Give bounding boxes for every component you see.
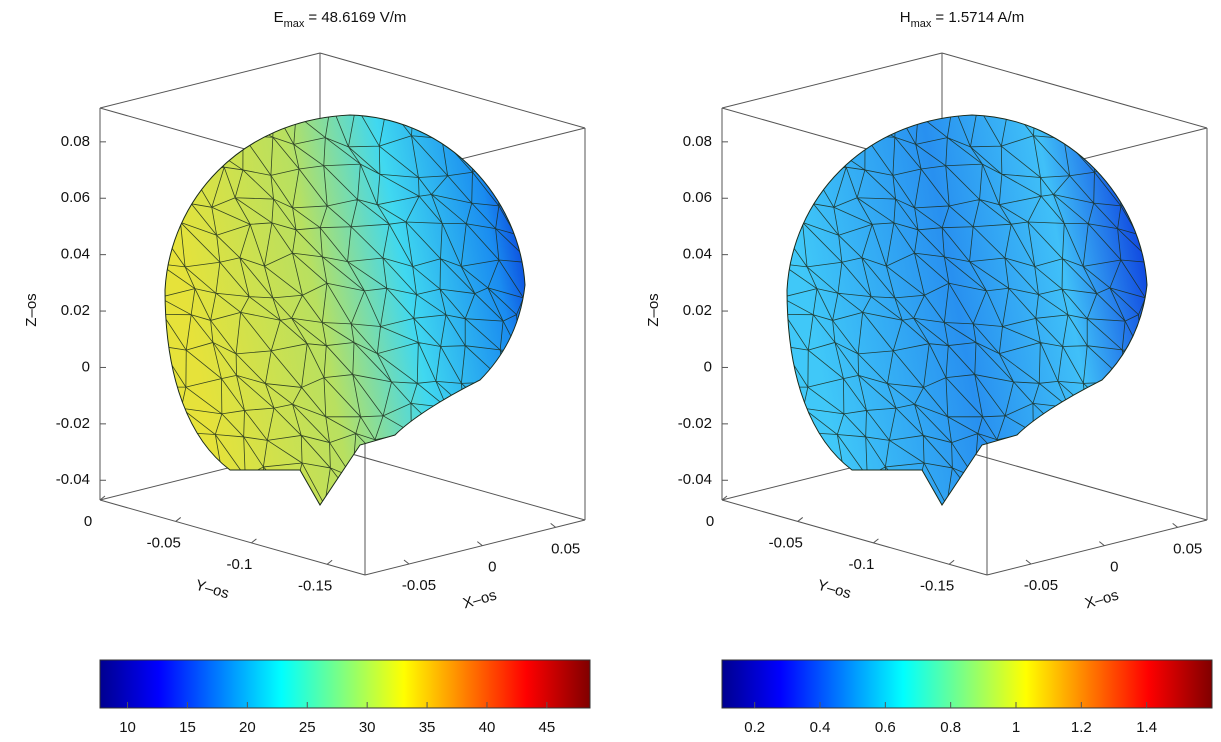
- x-tick-label: 0: [488, 559, 496, 576]
- colorbar-tick-label: 15: [179, 719, 196, 736]
- brain-surface: [152, 103, 532, 507]
- x-tick-label: -0.05: [402, 577, 436, 594]
- chart-title: Hmax= 1.5714 A/m: [900, 9, 1024, 30]
- x-axis-label: X–os: [461, 587, 499, 613]
- z-tick-label: -0.02: [678, 415, 712, 432]
- y-tick: [251, 539, 256, 543]
- box-edge: [722, 53, 942, 108]
- figure: 0.08 0.06 0.04 0.02 0 -0.02 -0.04 0 -0.05 -0.1 -0.…: [0, 0, 1221, 742]
- colorbar-tick-label: 1.2: [1071, 719, 1092, 736]
- x-tick: [551, 523, 556, 527]
- box-edge: [320, 445, 585, 520]
- y-axis-label: Y–os: [193, 577, 231, 603]
- y-tick: [873, 539, 878, 543]
- z-tick-label: 0.08: [683, 133, 712, 150]
- z-tick-label: 0: [704, 358, 712, 375]
- colorbar: [100, 660, 590, 708]
- y-tick-label: -0.15: [298, 577, 332, 594]
- z-tick-label: -0.04: [56, 471, 90, 488]
- x-axis-label: X–os: [1083, 587, 1121, 613]
- x-tick-label: 0.05: [551, 540, 580, 557]
- y-tick-label: -0.1: [848, 556, 874, 573]
- z-tick-label: 0.06: [61, 189, 90, 206]
- colorbar-tick-label: 0.2: [744, 719, 765, 736]
- x-tick-label: 0.05: [1173, 540, 1202, 557]
- colorbar-tick-label: 40: [479, 719, 496, 736]
- z-axis-label: Z–os: [645, 293, 662, 326]
- y-tick-label: 0: [706, 513, 714, 530]
- box-edge: [100, 53, 320, 108]
- x-tick-label: 0: [1110, 559, 1118, 576]
- y-tick: [949, 560, 954, 564]
- x-tick-label: -0.05: [1024, 577, 1058, 594]
- panel: 0.08 0.06 0.04 0.02 0 -0.02 -0.04 0 -0.05 -0.1 -0.…: [645, 9, 1212, 736]
- colorbar-tick-label: 30: [359, 719, 376, 736]
- box-edge: [942, 445, 1207, 520]
- colorbar-tick-label: 1.4: [1136, 719, 1157, 736]
- y-tick-label: -0.05: [769, 534, 803, 551]
- y-tick-label: -0.15: [920, 577, 954, 594]
- title-symbol: E: [274, 9, 284, 26]
- z-tick-label: -0.04: [678, 471, 712, 488]
- colorbar-tick-label: 10: [119, 719, 136, 736]
- title-subscript: max: [911, 18, 932, 30]
- colorbar-tick-label: 1: [1012, 719, 1020, 736]
- colorbar-tick-label: 0.6: [875, 719, 896, 736]
- x-tick: [1173, 523, 1178, 527]
- colorbar: [722, 660, 1212, 708]
- colorbar-tick-label: 0.4: [810, 719, 831, 736]
- panel: 0.08 0.06 0.04 0.02 0 -0.02 -0.04 0 -0.05 -0.1 -0.…: [23, 9, 590, 736]
- y-tick: [798, 517, 803, 521]
- brain-fill: [787, 115, 1147, 505]
- x-tick: [1026, 560, 1031, 564]
- z-tick-label: 0.02: [61, 302, 90, 319]
- y-tick: [176, 517, 181, 521]
- x-tick: [477, 542, 482, 546]
- y-tick-label: 0: [84, 513, 92, 530]
- colorbar-tick-label: 0.8: [940, 719, 961, 736]
- colorbar-tick-label: 45: [539, 719, 556, 736]
- z-tick-label: 0.06: [683, 189, 712, 206]
- title-symbol: H: [900, 9, 911, 26]
- brain-surface: [774, 103, 1154, 507]
- z-tick-label: 0.04: [683, 246, 712, 263]
- z-tick-label: 0: [82, 358, 90, 375]
- colorbar-tick-label: 20: [239, 719, 256, 736]
- colorbar-tick-label: 35: [419, 719, 436, 736]
- title-text: = 1.5714 A/m: [935, 9, 1024, 26]
- title-subscript: max: [284, 18, 305, 30]
- z-tick-label: 0.08: [61, 133, 90, 150]
- z-tick-label: -0.02: [56, 415, 90, 432]
- colorbar-tick-label: 25: [299, 719, 316, 736]
- z-tick-label: 0.02: [683, 302, 712, 319]
- y-tick-label: -0.1: [226, 556, 252, 573]
- x-tick: [404, 560, 409, 564]
- brain-fill: [165, 115, 525, 505]
- y-tick-label: -0.05: [147, 534, 181, 551]
- x-tick: [1099, 542, 1104, 546]
- title-text: = 48.6169 V/m: [308, 9, 406, 26]
- y-axis-label: Y–os: [815, 577, 853, 603]
- z-tick-label: 0.04: [61, 246, 90, 263]
- chart-title: Emax= 48.6169 V/m: [274, 9, 407, 30]
- z-axis-label: Z–os: [23, 293, 40, 326]
- y-tick: [327, 560, 332, 564]
